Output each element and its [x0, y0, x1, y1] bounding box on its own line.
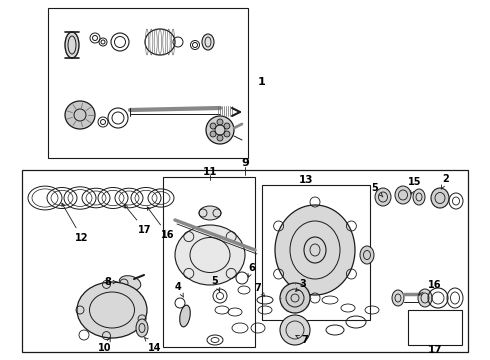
- Ellipse shape: [395, 186, 411, 204]
- Ellipse shape: [202, 34, 214, 50]
- Ellipse shape: [375, 188, 391, 206]
- Text: 10: 10: [98, 338, 112, 353]
- Text: 5: 5: [212, 276, 220, 292]
- Ellipse shape: [418, 289, 432, 307]
- Text: 15: 15: [408, 177, 422, 194]
- Ellipse shape: [136, 319, 148, 337]
- Text: 17: 17: [428, 345, 442, 355]
- Text: 8: 8: [104, 277, 117, 287]
- Ellipse shape: [206, 116, 234, 144]
- Circle shape: [217, 119, 223, 125]
- Ellipse shape: [431, 188, 449, 208]
- Bar: [22, 170, 468, 352]
- Text: 12: 12: [62, 203, 89, 243]
- Text: 7: 7: [296, 335, 308, 345]
- Ellipse shape: [360, 246, 374, 264]
- Ellipse shape: [199, 206, 221, 220]
- Text: 1: 1: [258, 77, 266, 87]
- Text: 5: 5: [371, 183, 383, 197]
- Ellipse shape: [65, 101, 95, 129]
- Ellipse shape: [77, 282, 147, 338]
- Text: 13: 13: [299, 175, 313, 185]
- Text: 6: 6: [248, 263, 255, 277]
- Bar: [262, 185, 370, 320]
- Bar: [163, 177, 255, 347]
- Text: 9: 9: [241, 158, 249, 168]
- Text: 4: 4: [174, 282, 184, 297]
- Bar: [48, 8, 248, 158]
- Text: 3: 3: [295, 279, 306, 291]
- Text: 16: 16: [418, 280, 442, 295]
- Ellipse shape: [413, 189, 425, 205]
- Ellipse shape: [275, 205, 355, 295]
- Text: 11: 11: [203, 167, 217, 177]
- Text: 14: 14: [145, 338, 162, 353]
- Text: 7: 7: [255, 283, 265, 296]
- Circle shape: [210, 123, 216, 129]
- Ellipse shape: [392, 290, 404, 306]
- Circle shape: [210, 131, 216, 137]
- Circle shape: [217, 135, 223, 141]
- Text: 17: 17: [124, 205, 152, 235]
- Circle shape: [224, 123, 230, 129]
- Text: 2: 2: [441, 174, 449, 189]
- Ellipse shape: [119, 276, 141, 290]
- Ellipse shape: [180, 305, 190, 327]
- Ellipse shape: [175, 225, 245, 285]
- Bar: [408, 310, 462, 345]
- Circle shape: [224, 131, 230, 137]
- Text: 16: 16: [147, 207, 175, 240]
- Ellipse shape: [280, 283, 310, 313]
- Ellipse shape: [65, 32, 79, 58]
- Ellipse shape: [280, 315, 310, 345]
